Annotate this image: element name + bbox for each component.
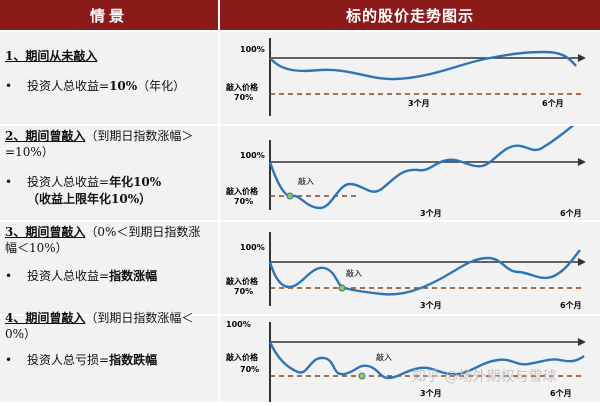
bullet-line2: （收益上限年化10%） <box>27 192 152 206</box>
label-100: 100% <box>240 151 265 160</box>
bullet-bold: 10% <box>109 79 138 93</box>
case-title-note: （到期日指数涨幅＜ <box>85 311 194 325</box>
label-6-months: 6个月 <box>560 300 582 310</box>
chart-cell-3: 100% 敲入价格 70% 敲入 3个月 6个月 <box>220 222 600 314</box>
label-70: 70% <box>234 93 253 102</box>
chart-cell-4: 100% 敲入价格 70% 敲入 3个月 6个月 <box>220 316 600 402</box>
bullet-bold: 年化10% <box>109 175 162 189</box>
header-chart: 标的股价走势图示 <box>345 6 474 25</box>
bullet-plain: 投资人总亏损= <box>27 353 110 367</box>
label-3-months: 3个月 <box>408 98 430 108</box>
row-divider <box>0 220 600 222</box>
label-70: 70% <box>234 197 253 206</box>
label-100: 100% <box>240 243 265 252</box>
knock-in-marker <box>338 284 346 292</box>
chart-cell-1: 100% 敲入价格 70% 3个月 6个月 <box>220 32 600 124</box>
row-divider <box>0 124 600 126</box>
price-chart-3: 100% 敲入价格 70% 敲入 3个月 6个月 <box>226 232 586 310</box>
case-title-note: （到期日指数涨幅＞ <box>85 129 194 143</box>
header-scenario: 情景 <box>89 6 128 25</box>
case-title-text: 3、期间曾敲入 <box>5 225 86 239</box>
bullet-dot-icon: • <box>5 269 13 283</box>
label-knock-in-price: 敲入价格 <box>226 276 259 286</box>
label-knock-in-price: 敲入价格 <box>226 82 259 92</box>
knock-in-marker <box>358 372 366 380</box>
label-knock-in: 敲入 <box>346 268 362 278</box>
knock-in-marker <box>286 192 294 200</box>
price-chart-4: 100% 敲入价格 70% 敲入 3个月 6个月 <box>226 320 586 402</box>
bullet-bold: 指数跌幅 <box>109 353 158 367</box>
scenario-cell-3: 3、期间曾敲入（0%＜到期日指数涨 幅＜10%） • 投资人总收益=指数涨幅 <box>0 222 218 314</box>
watermark: 知乎 @场外期权与雪球 <box>412 369 557 385</box>
label-3-months: 3个月 <box>420 388 442 398</box>
case-title-4: 4、期间曾敲入（到期日指数涨幅＜ 0%） <box>5 310 217 342</box>
case-bullet-1: • 投资人总收益=10%（年化） <box>5 78 215 96</box>
label-6-months: 6个月 <box>550 388 572 398</box>
bullet-plain: 投资人总收益= <box>27 269 110 283</box>
case-title-2: 2、期间曾敲入（到期日指数涨幅＞ =10%） <box>5 128 217 160</box>
label-6-months: 6个月 <box>542 98 564 108</box>
axis-arrow-icon <box>578 258 586 266</box>
case-bullet-4: • 投资人总亏损=指数跌幅 <box>5 352 215 370</box>
label-knock-in: 敲入 <box>376 352 392 362</box>
label-6-months: 6个月 <box>560 208 582 218</box>
bullet-dot-icon: • <box>5 175 13 189</box>
label-70: 70% <box>240 365 259 374</box>
label-knock-in: 敲入 <box>298 176 314 186</box>
case-bullet-3: • 投资人总收益=指数涨幅 <box>5 268 215 286</box>
case-bullet-2: • 投资人总收益=年化10% （收益上限年化10%） <box>5 174 215 210</box>
case-title-note-2: =10%） <box>5 145 54 159</box>
bullet-plain: 投资人总收益= <box>27 79 110 93</box>
price-path <box>268 341 585 380</box>
price-path <box>268 249 581 296</box>
scenario-cell-2: 2、期间曾敲入（到期日指数涨幅＞ =10%） • 投资人总收益=年化10% （收… <box>0 126 218 220</box>
case-title-note-2: 0%） <box>5 327 37 341</box>
scenario-row-3: 3、期间曾敲入（0%＜到期日指数涨 幅＜10%） • 投资人总收益=指数涨幅 1… <box>0 222 600 314</box>
bullet-bold: 指数涨幅 <box>109 269 158 283</box>
price-chart-2: 100% 敲入价格 70% 敲入 3个月 6个月 <box>226 119 586 218</box>
axis-arrow-icon <box>578 338 586 346</box>
scenario-row-2: 2、期间曾敲入（到期日指数涨幅＞ =10%） • 投资人总收益=年化10% （收… <box>0 119 600 220</box>
label-3-months: 3个月 <box>420 208 442 218</box>
row-divider <box>0 314 600 316</box>
case-title-3: 3、期间曾敲入（0%＜到期日指数涨 幅＜10%） <box>5 224 217 256</box>
label-70: 70% <box>234 287 253 296</box>
chart-cell-2: 100% 敲入价格 70% 敲入 3个月 6个月 <box>220 119 600 220</box>
bullet-rest: （年化） <box>137 79 186 93</box>
case-title-text: 2、期间曾敲入 <box>5 129 86 143</box>
case-title-1: 1、期间从未敲入 <box>5 48 97 64</box>
bullet-dot-icon: • <box>5 353 13 367</box>
label-100: 100% <box>226 320 251 329</box>
scenario-cell-1: 1、期间从未敲入 • 投资人总收益=10%（年化） <box>0 32 218 124</box>
table-header: 情景 标的股价走势图示 <box>0 0 600 30</box>
bullet-dot-icon: • <box>5 79 13 93</box>
axis-arrow-icon <box>578 158 586 166</box>
label-100: 100% <box>240 45 265 54</box>
scenario-cell-4: 4、期间曾敲入（到期日指数涨幅＜ 0%） • 投资人总亏损=指数跌幅 <box>0 311 218 402</box>
label-knock-in-price: 敲入价格 <box>226 186 259 196</box>
case-title-text: 4、期间曾敲入 <box>5 311 86 325</box>
price-chart-1: 100% 敲入价格 70% 3个月 6个月 <box>226 38 586 116</box>
case-title-text: 1、期间从未敲入 <box>5 49 98 63</box>
axis-arrow-icon <box>578 54 586 62</box>
scenario-row-1: 1、期间从未敲入 • 投资人总收益=10%（年化） 100% 敲入价格 70% … <box>0 32 600 124</box>
price-path <box>268 119 581 210</box>
scenario-row-4: 4、期间曾敲入（到期日指数涨幅＜ 0%） • 投资人总亏损=指数跌幅 100% … <box>0 311 600 402</box>
bullet-plain: 投资人总收益= <box>27 175 110 189</box>
case-title-note: （0%＜到期日指数涨 <box>85 225 201 239</box>
header-divider <box>218 0 220 30</box>
case-title-note-2: 幅＜10%） <box>5 241 68 255</box>
price-path <box>269 50 577 81</box>
label-knock-in-price: 敲入价格 <box>226 352 259 362</box>
label-3-months: 3个月 <box>420 300 442 310</box>
